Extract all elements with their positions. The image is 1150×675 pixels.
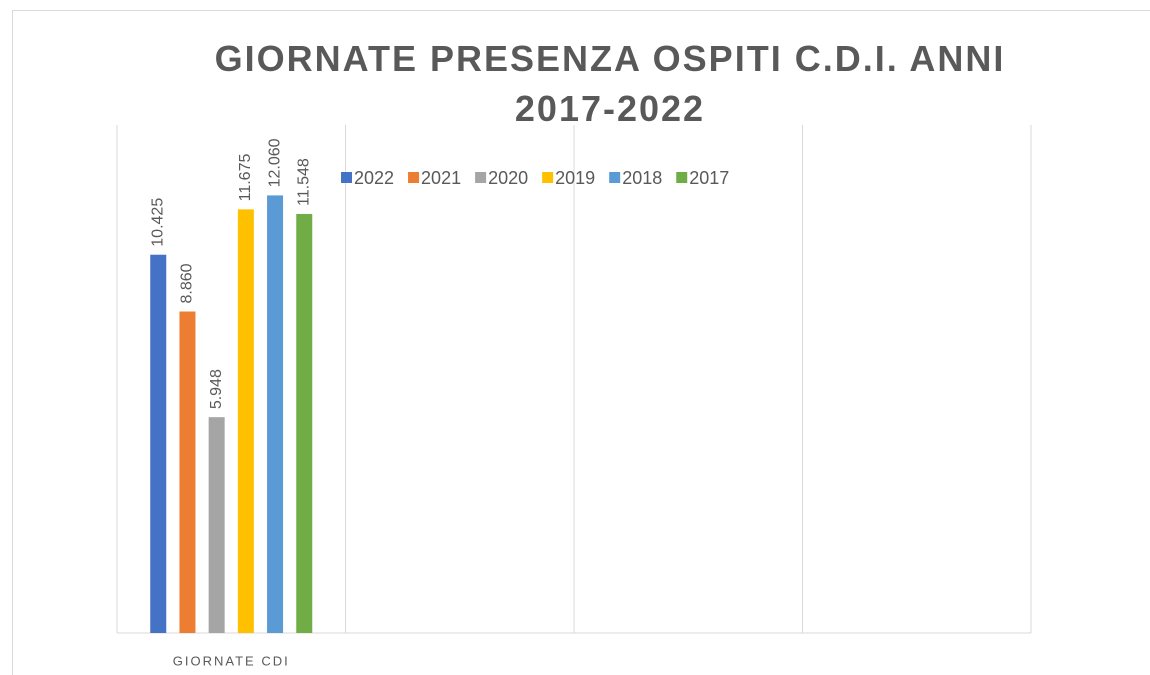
bar [208, 417, 225, 633]
legend-swatch [475, 172, 487, 183]
bar [267, 195, 284, 633]
bar [179, 311, 196, 633]
legend-label: 2022 [354, 168, 394, 188]
legend-swatch [542, 172, 554, 183]
legend-swatch [341, 172, 352, 183]
legend-label: 2019 [555, 168, 595, 188]
legend-swatch [609, 172, 621, 183]
data-label: 8.860 [179, 263, 196, 303]
bar [296, 213, 313, 633]
data-label: 12.060 [266, 138, 283, 187]
data-label: 11.548 [295, 158, 312, 206]
chart-border [12, 10, 1150, 675]
bar [150, 254, 167, 633]
legend-swatch [408, 172, 420, 183]
x-tick-label: GIORNATE CDI [173, 653, 290, 668]
legend-label: 2020 [488, 168, 528, 188]
legend-label: 2021 [421, 168, 461, 188]
chart-title: GIORNATE PRESENZA OSPITI C.D.I. ANNI 201… [214, 38, 1006, 129]
data-label: 5.948 [208, 369, 225, 409]
legend-swatch [676, 172, 688, 183]
legend-label: 2018 [622, 168, 662, 188]
legend-label: 2017 [689, 168, 729, 188]
data-label: 10.425 [149, 198, 166, 247]
bar [237, 209, 254, 633]
data-label: 11.675 [237, 154, 254, 202]
